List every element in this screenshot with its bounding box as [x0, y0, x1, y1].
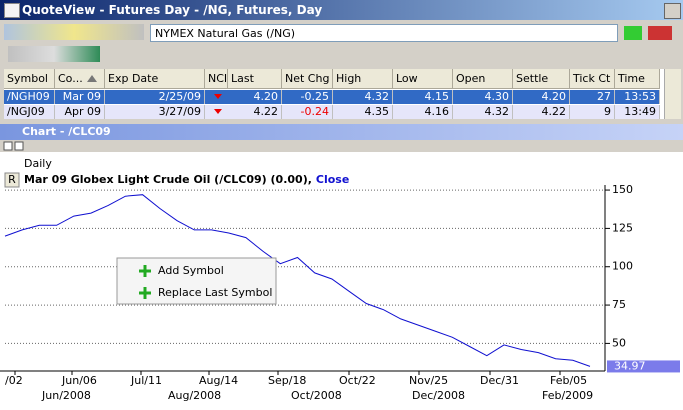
- column-header[interactable]: Settle: [513, 69, 570, 89]
- y-tick-label: 75: [612, 298, 626, 311]
- nci-arrow: [214, 109, 222, 114]
- column-header[interactable]: Co...: [55, 69, 105, 89]
- toolbar-icons[interactable]: [4, 24, 144, 40]
- last-value-label: 34.97: [614, 359, 646, 372]
- x-tick-label: /02: [5, 374, 23, 387]
- x-period-label: Aug/2008: [168, 389, 221, 402]
- table-cell: /NGJ09: [4, 105, 55, 119]
- menu-icon: [139, 265, 151, 277]
- title-bar: QuoteView - Futures Day - /NG, Futures, …: [0, 0, 683, 20]
- table-cell: 27: [570, 90, 615, 104]
- column-header[interactable]: Tick Ct: [570, 69, 615, 89]
- select-text: NYMEX Natural Gas (/NG): [155, 27, 296, 40]
- x-tick-label: Jun/06: [61, 374, 97, 387]
- menu-item[interactable]: Add Symbol: [158, 264, 224, 277]
- menu-item[interactable]: Replace Last Symbol: [158, 286, 272, 299]
- chart-area: [0, 152, 683, 410]
- app-icon: [4, 3, 20, 18]
- table-cell: 2/25/09: [105, 90, 205, 104]
- toolbar-icons-2[interactable]: [8, 46, 100, 62]
- quote-table: Symbol Co... Exp Date NCI Last Net Chg High Low…: [4, 69, 664, 119]
- column-header[interactable]: NCI: [205, 69, 228, 89]
- x-period-label: Oct/2008: [291, 389, 342, 402]
- column-header[interactable]: Exp Date: [105, 69, 205, 89]
- y-tick-label: 50: [612, 336, 626, 349]
- x-tick-label: Aug/14: [199, 374, 238, 387]
- scrollbar[interactable]: [664, 69, 681, 119]
- column-header[interactable]: Net Chg: [282, 69, 333, 89]
- table-cell: 4.22: [513, 105, 570, 119]
- chart-title-text: Mar 09 Globex Light Crude Oil (/CLC09) (…: [24, 173, 312, 186]
- table-cell: 4.20: [513, 90, 570, 104]
- x-tick-label: Oct/22: [339, 374, 376, 387]
- x-tick-label: Dec/31: [480, 374, 519, 387]
- symbol-select[interactable]: NYMEX Natural Gas (/NG): [150, 24, 618, 42]
- x-period-label: Feb/2009: [542, 389, 593, 402]
- r-button-label: R: [8, 173, 16, 186]
- table-cell: 3/27/09: [105, 105, 205, 119]
- column-header[interactable]: Symbol: [4, 69, 55, 89]
- x-tick-label: Nov/25: [409, 374, 448, 387]
- sort-arrow: [87, 75, 97, 82]
- column-header[interactable]: Open: [453, 69, 513, 89]
- close-button[interactable]: [664, 3, 681, 19]
- x-period-label: Dec/2008: [412, 389, 465, 402]
- x-tick-label: Feb/05: [550, 374, 587, 387]
- add-button[interactable]: [624, 26, 642, 40]
- y-tick-label: 125: [612, 221, 633, 234]
- chart-title: Mar 09 Globex Light Crude Oil (/CLC09) (…: [24, 173, 349, 186]
- price-line: [4, 194, 591, 367]
- menu-icon: [139, 287, 151, 299]
- toolbar: [0, 20, 683, 68]
- r-button[interactable]: [4, 172, 20, 188]
- table-cell: 9: [570, 105, 615, 119]
- window-title: QuoteView - Futures Day - /NG, Futures, …: [22, 3, 323, 17]
- chart-strip: [0, 140, 683, 152]
- table-cell: 4.32: [333, 90, 393, 104]
- nci-arrow: [214, 94, 222, 99]
- x-period-label: Jun/2008: [41, 389, 91, 402]
- table-cell: 13:53: [615, 90, 660, 104]
- strip-button[interactable]: [14, 141, 24, 151]
- table-cell: 4.15: [393, 90, 453, 104]
- chart: Daily R Mar 09 Globex Light Crude Oil (/…: [0, 140, 683, 410]
- table-cell: Mar 09: [55, 90, 105, 104]
- table-cell: Apr 09: [55, 105, 105, 119]
- table-cell: 4.16: [393, 105, 453, 119]
- column-header[interactable]: Time: [615, 69, 660, 89]
- table-cell: /NGH09: [4, 90, 55, 104]
- chart-window-title: Chart - /CLC09: [22, 125, 111, 138]
- interval-label: Daily: [24, 157, 52, 170]
- y-tick-label: 100: [612, 260, 633, 273]
- column-header[interactable]: High: [333, 69, 393, 89]
- strip-button[interactable]: [3, 141, 13, 151]
- chart-title-bar: Chart - /CLC09: [0, 124, 683, 140]
- table-cell: 4.20: [228, 90, 282, 104]
- x-tick-label: Jul/11: [130, 374, 162, 387]
- table-cell: 4.22: [228, 105, 282, 119]
- column-header[interactable]: Low: [393, 69, 453, 89]
- table-cell: 13:49: [615, 105, 660, 119]
- table-cell: -0.25: [282, 90, 333, 104]
- column-header[interactable]: Last: [228, 69, 282, 89]
- table-cell: 4.30: [453, 90, 513, 104]
- last-value-box: [607, 360, 680, 373]
- chart-button[interactable]: [648, 26, 672, 40]
- x-tick-label: Sep/18: [268, 374, 306, 387]
- series-name: Close: [316, 173, 349, 186]
- table-cell: -0.24: [282, 105, 333, 119]
- table-cell: 4.32: [453, 105, 513, 119]
- y-tick-label: 150: [612, 183, 633, 196]
- table-cell: 4.35: [333, 105, 393, 119]
